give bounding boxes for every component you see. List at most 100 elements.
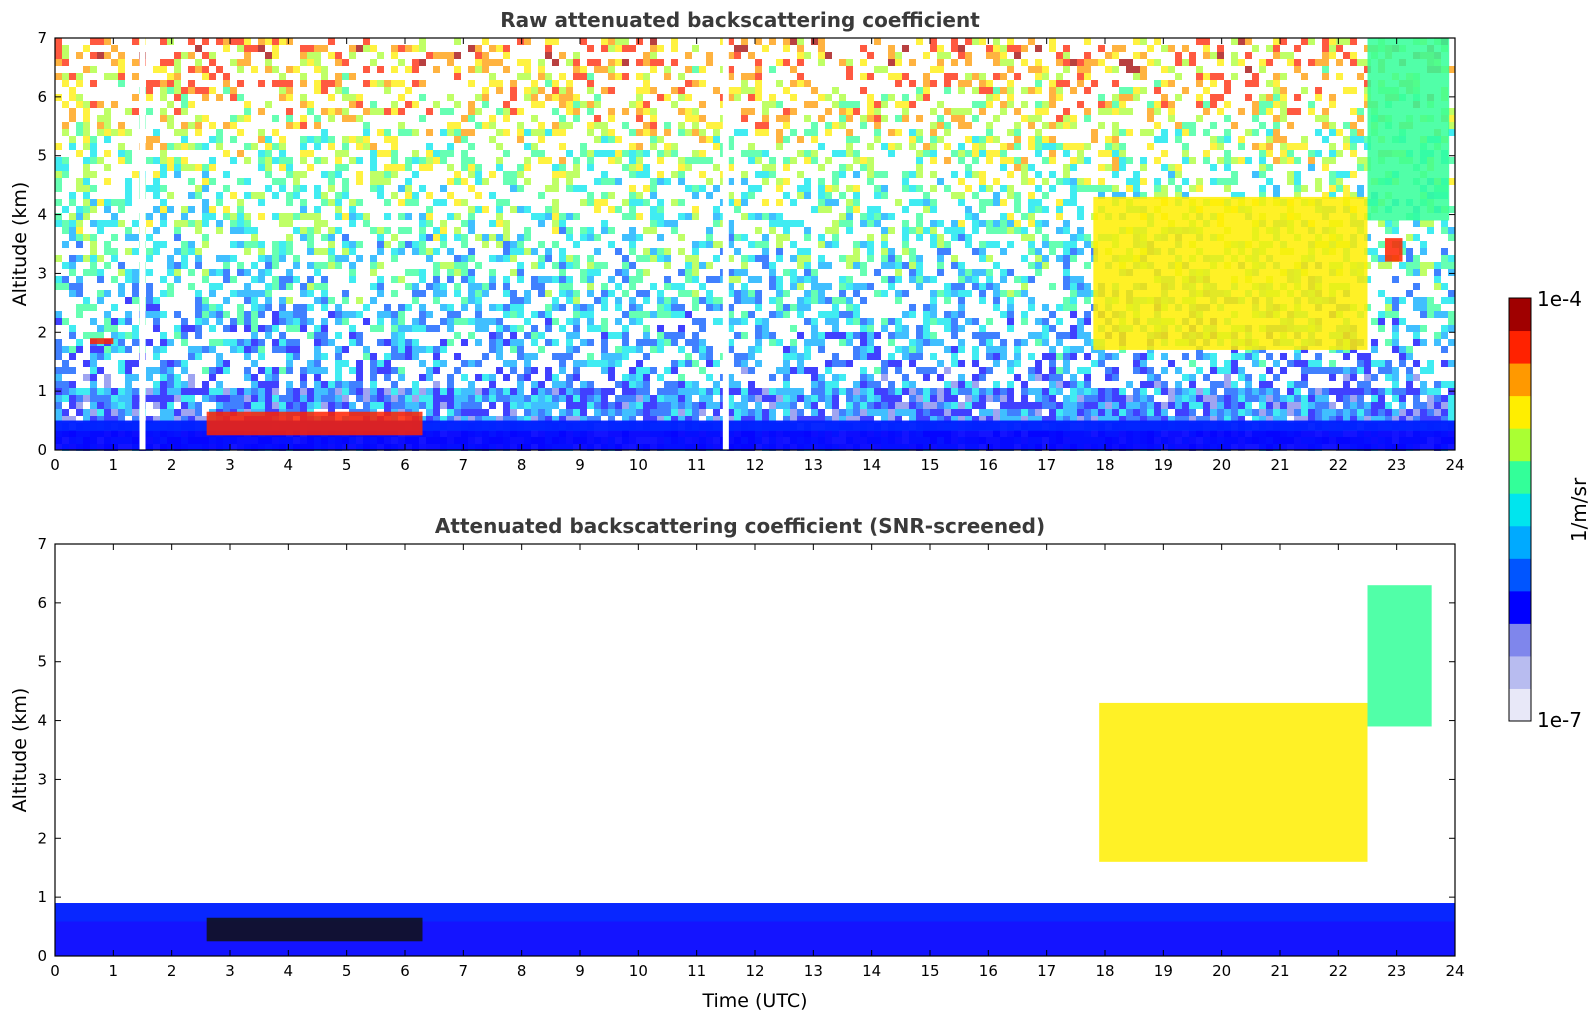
noise-cell: [552, 220, 559, 227]
noise-cell: [230, 346, 237, 353]
noise-cell: [384, 360, 391, 367]
noise-cell: [258, 276, 265, 283]
noise-cell: [615, 346, 622, 353]
noise-cell: [454, 129, 461, 136]
noise-cell: [846, 213, 853, 220]
noise-cell: [622, 269, 629, 276]
noise-cell: [153, 388, 160, 395]
noise-cell: [1189, 52, 1196, 59]
noise-cell: [986, 318, 993, 325]
noise-cell: [678, 129, 685, 136]
noise-cell: [440, 360, 447, 367]
noise-cell: [1189, 157, 1196, 164]
noise-cell: [706, 234, 713, 241]
noise-cell: [279, 150, 286, 157]
noise-cell: [881, 227, 888, 234]
noise-cell: [916, 346, 923, 353]
noise-cell: [1175, 129, 1182, 136]
noise-cell: [1154, 136, 1161, 143]
noise-cell: [1420, 262, 1427, 269]
noise-cell: [342, 73, 349, 80]
noise-cell: [755, 332, 762, 339]
noise-cell: [230, 339, 237, 346]
noise-cell: [279, 304, 286, 311]
noise-cell: [1238, 374, 1245, 381]
noise-cell: [566, 213, 573, 220]
noise-cell: [482, 66, 489, 73]
noise-cell: [69, 136, 76, 143]
noise-cell: [1294, 108, 1301, 115]
noise-cell: [391, 381, 398, 388]
noise-cell: [776, 290, 783, 297]
noise-cell: [545, 388, 552, 395]
noise-cell: [83, 388, 90, 395]
noise-cell: [650, 255, 657, 262]
noise-cell: [342, 185, 349, 192]
noise-cell: [440, 199, 447, 206]
noise-cell: [951, 346, 958, 353]
noise-cell: [979, 248, 986, 255]
noise-cell: [265, 59, 272, 66]
noise-cell: [1399, 353, 1406, 360]
noise-cell: [1308, 59, 1315, 66]
noise-cell: [510, 269, 517, 276]
noise-cell: [755, 227, 762, 234]
noise-cell: [867, 381, 874, 388]
noise-cell: [776, 101, 783, 108]
noise-cell: [55, 143, 62, 150]
noise-cell: [524, 94, 531, 101]
noise-cell: [1231, 59, 1238, 66]
noise-cell: [916, 332, 923, 339]
noise-cell: [76, 178, 83, 185]
noise-cell: [902, 332, 909, 339]
noise-cell: [489, 388, 496, 395]
noise-cell: [307, 248, 314, 255]
noise-cell: [972, 143, 979, 150]
noise-cell: [188, 395, 195, 402]
noise-cell: [1161, 353, 1168, 360]
noise-cell: [97, 353, 104, 360]
noise-cell: [881, 276, 888, 283]
noise-cell: [1252, 80, 1259, 87]
noise-cell: [244, 346, 251, 353]
noise-cell: [454, 395, 461, 402]
noise-cell: [685, 115, 692, 122]
noise-cell: [1091, 80, 1098, 87]
noise-cell: [307, 304, 314, 311]
noise-cell: [1448, 178, 1455, 185]
noise-cell: [1168, 115, 1175, 122]
noise-cell: [1084, 59, 1091, 66]
noise-cell: [524, 59, 531, 66]
noise-cell: [342, 150, 349, 157]
noise-cell: [1105, 388, 1112, 395]
noise-cell: [83, 395, 90, 402]
noise-cell: [1350, 374, 1357, 381]
noise-cell: [755, 150, 762, 157]
noise-cell: [776, 241, 783, 248]
noise-cell: [685, 52, 692, 59]
noise-cell: [447, 269, 454, 276]
noise-cell: [412, 241, 419, 248]
noise-cell: [979, 150, 986, 157]
noise-cell: [566, 290, 573, 297]
noise-cell: [601, 38, 608, 45]
noise-cell: [1161, 381, 1168, 388]
noise-cell: [902, 227, 909, 234]
noise-cell: [853, 185, 860, 192]
noise-cell: [587, 101, 594, 108]
noise-cell: [1224, 136, 1231, 143]
noise-cell: [972, 269, 979, 276]
noise-cell: [440, 241, 447, 248]
noise-cell: [902, 94, 909, 101]
noise-cell: [643, 388, 650, 395]
noise-cell: [104, 325, 111, 332]
noise-cell: [622, 45, 629, 52]
noise-cell: [1329, 367, 1336, 374]
noise-cell: [993, 360, 1000, 367]
noise-cell: [1385, 311, 1392, 318]
noise-cell: [286, 192, 293, 199]
noise-cell: [825, 227, 832, 234]
noise-cell: [524, 360, 531, 367]
noise-cell: [1154, 388, 1161, 395]
noise-cell: [895, 101, 902, 108]
